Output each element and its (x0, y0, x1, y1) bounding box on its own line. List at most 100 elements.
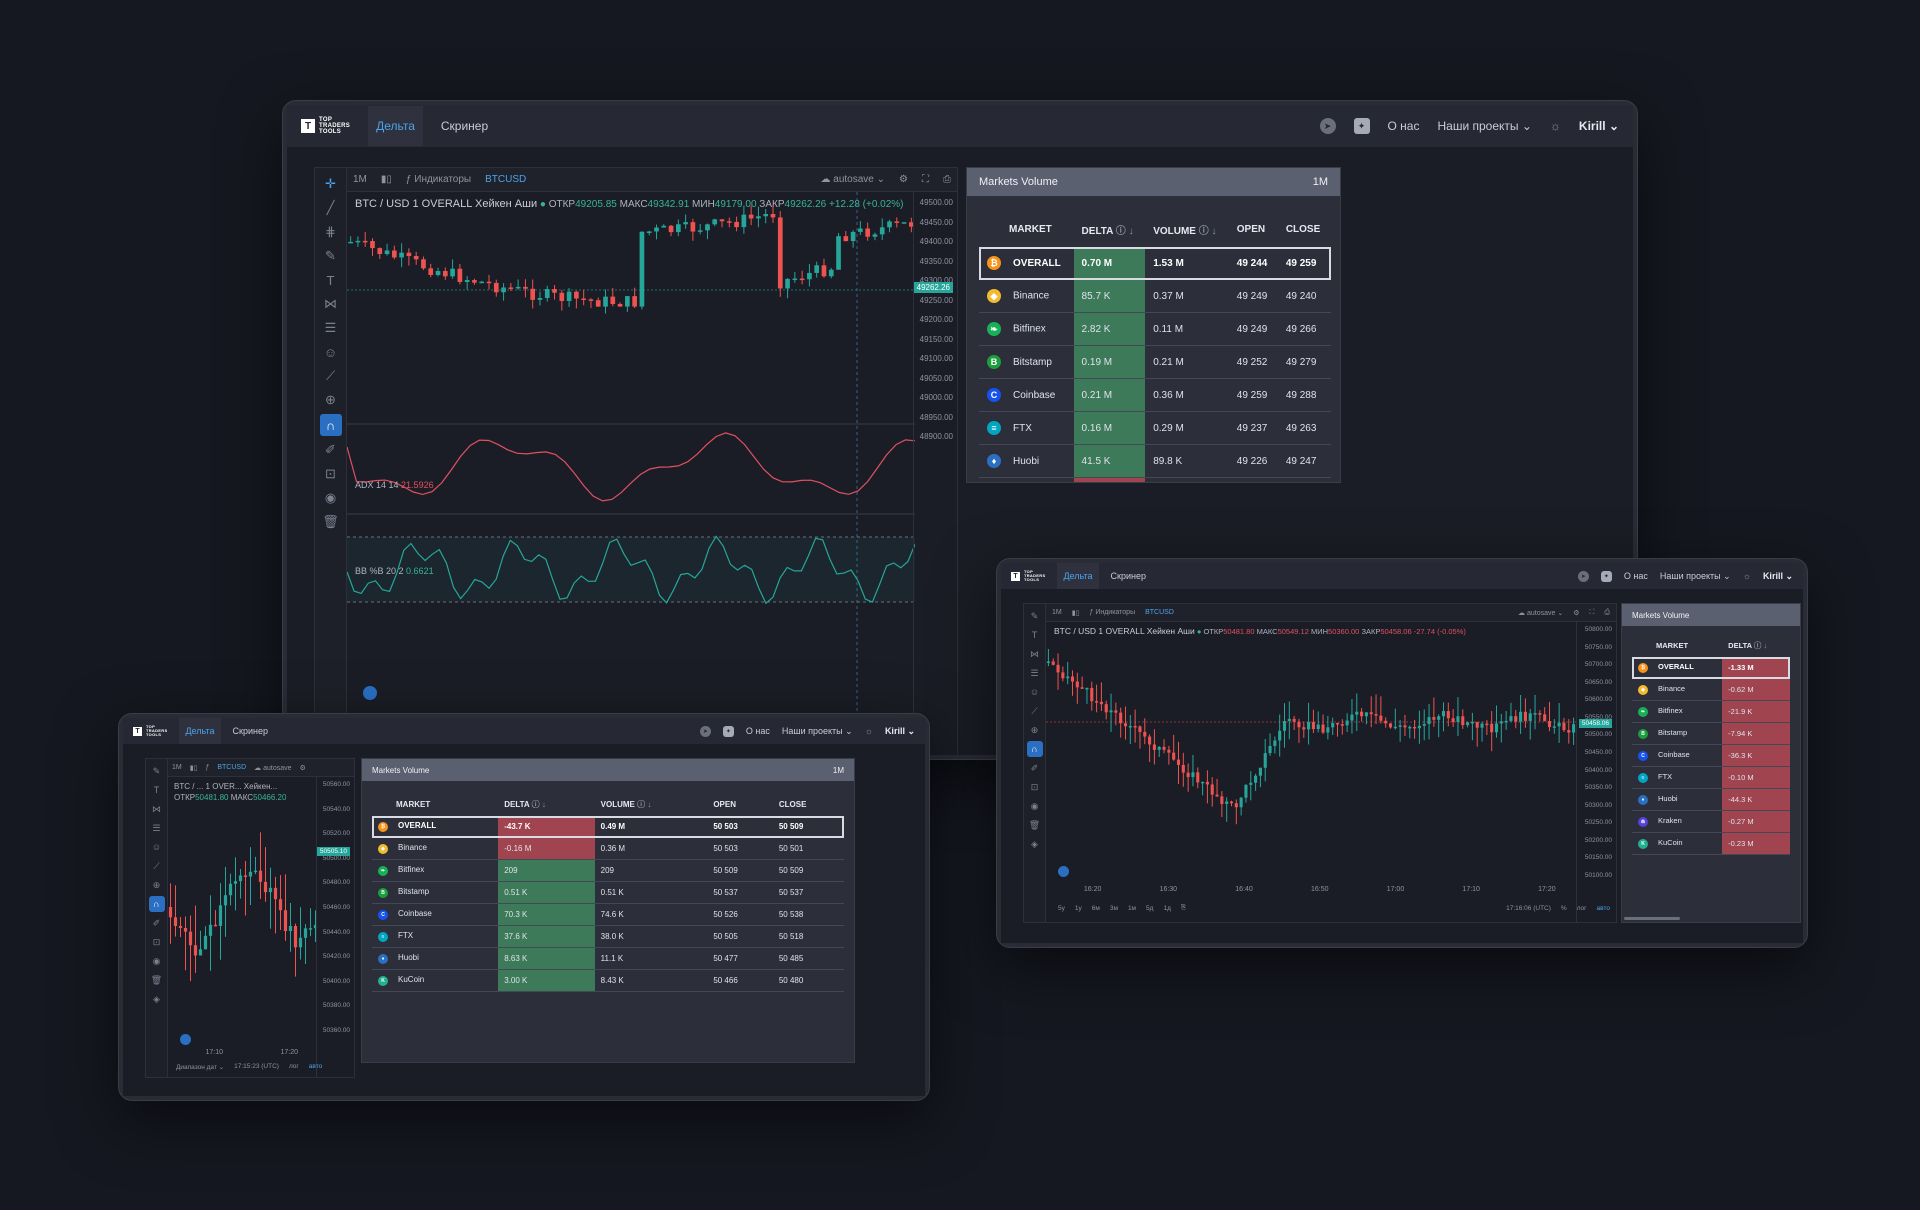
table-row[interactable]: C Coinbase -36.3 K (1632, 744, 1790, 767)
projects-menu[interactable]: Наши проекты ⌄ (1437, 119, 1532, 133)
tab-delta[interactable]: Дельта (1057, 563, 1099, 589)
projects-menu[interactable]: Наши проекты ⌄ (781, 725, 853, 736)
autosave-button[interactable]: ☁ autosave (254, 764, 292, 772)
twitter-icon[interactable]: ✦ (722, 725, 734, 737)
sort-icon[interactable]: ⓘ ↓ (1113, 226, 1134, 237)
eye-icon[interactable]: ◉ (324, 490, 337, 505)
logo[interactable]: T TOP TRADERS TOOLS (301, 117, 350, 135)
user-menu[interactable]: Kirill ⌄ (1578, 119, 1619, 133)
camera-icon[interactable]: ⎙ (943, 174, 951, 185)
symbol-selector[interactable]: BTCUSD (1145, 609, 1174, 616)
range-button[interactable]: 3м (1109, 904, 1118, 912)
table-row[interactable]: ♦ Huobi -44.3 K (1632, 788, 1790, 811)
brush-icon[interactable]: ✎ (325, 248, 336, 263)
table-row[interactable]: ⋒Kraken-2.15 K2.58 K49 25049 272 (979, 477, 1331, 482)
candle-type-icon[interactable]: ▮▯ (380, 174, 392, 185)
sort-icon[interactable]: ⓘ ↓ (634, 800, 652, 809)
table-row[interactable]: ≡ FTX -0.10 M (1632, 766, 1790, 789)
table-row[interactable]: C Coinbase 70.3 K 74.6 K 50 526 50 538 (372, 903, 844, 926)
column-header[interactable]: CLOSE (778, 800, 807, 809)
table-row[interactable]: ♦ Huobi 8.63 K 11.1 K 50 477 50 485 (372, 947, 844, 970)
table-row[interactable]: ◆ Binance -0.62 M (1632, 678, 1790, 701)
interval-selector[interactable]: 1M (353, 174, 367, 185)
candlestick-chart[interactable] (168, 777, 318, 1047)
candle-type-icon[interactable]: ▮▯ (1071, 609, 1080, 617)
candle-type-icon[interactable]: ▮▯ (189, 764, 198, 772)
column-header[interactable]: MARKET (1656, 641, 1689, 650)
auto-toggle[interactable]: авто (1596, 904, 1610, 912)
time-scale[interactable]: 17:10 17:20 (168, 1049, 316, 1061)
eye-icon[interactable]: ◉ (1030, 800, 1039, 811)
emoji-icon[interactable]: ☺ (151, 842, 162, 852)
column-header[interactable]: VOLUME ⓘ ↓ (1153, 226, 1217, 237)
log-toggle[interactable]: лог (288, 1063, 299, 1070)
goto-date-icon[interactable]: ⎘ (1180, 904, 1187, 911)
lock-drawing-icon[interactable]: ✐ (152, 917, 161, 928)
markets-interval[interactable]: 1M (832, 765, 844, 775)
twitter-icon[interactable]: ✦ (1353, 118, 1370, 134)
column-header[interactable]: OPEN (1236, 224, 1266, 235)
forecast-icon[interactable]: ☰ (152, 822, 161, 833)
settings-icon[interactable]: ⚙ (1573, 609, 1580, 617)
candlestick-chart[interactable] (1046, 622, 1576, 884)
ruler-icon[interactable]: ⟋ (153, 860, 160, 871)
tab-delta[interactable]: Дельта (368, 106, 423, 146)
symbol-selector[interactable]: BTCUSD (217, 764, 247, 771)
projects-menu[interactable]: Наши проекты ⌄ (1659, 570, 1731, 581)
logo[interactable]: T TOP TRADERS TOOLS (1011, 570, 1045, 582)
magnet-icon[interactable]: ∩ (148, 896, 165, 912)
forecast-icon[interactable]: ☰ (1030, 667, 1039, 678)
table-row[interactable]: ❧ Bitfinex 209 209 50 509 50 509 (372, 859, 844, 882)
about-link[interactable]: О нас (1623, 571, 1648, 581)
table-row[interactable]: K KuCoin -0.23 M (1632, 832, 1790, 855)
tab-delta[interactable]: Дельта (179, 718, 221, 744)
table-row[interactable]: ❧ Bitfinex 2.82 K 0.11 M 49 249 49 266 (979, 312, 1331, 346)
table-row[interactable]: ₿ OVERALL 0.70 M 1.53 M 49 244 49 259 (979, 247, 1331, 280)
text-icon[interactable]: T (153, 785, 160, 795)
table-row[interactable]: B Bitstamp -7.94 K (1632, 722, 1790, 745)
fib-icon[interactable]: ⋕ (325, 224, 336, 239)
sort-icon[interactable]: ⓘ ↓ (1195, 226, 1217, 237)
date-range-button[interactable]: Диапазон дат ⌄ (176, 1064, 225, 1071)
tab-screener[interactable]: Скринер (1110, 571, 1146, 581)
lock-icon[interactable]: ⊡ (1030, 781, 1039, 792)
telegram-icon[interactable]: ➤ (1577, 570, 1589, 582)
autosave-button[interactable]: ☁ autosave ⌄ (1518, 609, 1564, 617)
forecast-icon[interactable]: ☰ (324, 320, 337, 335)
interval-selector[interactable]: 1M (1052, 609, 1062, 616)
magnet-icon[interactable]: ∩ (319, 414, 342, 436)
column-header[interactable]: DELTA ⓘ ↓ (1081, 226, 1134, 237)
settings-icon[interactable]: ⚙ (299, 764, 306, 772)
table-row[interactable]: ⋒ Kraken -0.27 M (1632, 810, 1790, 833)
table-row[interactable]: ₿ OVERALL -1.33 M (1632, 657, 1790, 679)
logo[interactable]: T TOP TRADERS TOOLS (133, 725, 167, 737)
theme-toggle-icon[interactable]: ☼ (1742, 571, 1751, 581)
table-row[interactable]: K KuCoin 3.00 K 8.43 K 50 466 50 480 (372, 969, 844, 992)
lock-icon[interactable]: ⊡ (152, 936, 161, 947)
emoji-icon[interactable]: ☺ (323, 344, 338, 360)
indicators-icon[interactable]: ƒ (205, 764, 210, 771)
indicators-button[interactable]: ƒ Индикаторы (1089, 609, 1136, 616)
column-header[interactable]: OPEN (713, 800, 736, 809)
pattern-icon[interactable]: ⋈ (324, 296, 337, 311)
range-button[interactable]: 5д (1146, 904, 1154, 912)
time-scale[interactable]: 16:20 16:30 16:40 16:50 17:00 17:10 17:20 (1046, 886, 1576, 898)
tab-screener[interactable]: Скринер (232, 726, 268, 736)
range-button[interactable]: 1м (1127, 904, 1137, 912)
range-button[interactable]: 1д (1163, 904, 1171, 912)
table-row[interactable]: B Bitstamp 0.19 M 0.21 M 49 252 49 279 (979, 345, 1331, 379)
camera-icon[interactable]: ⎙ (1604, 608, 1610, 616)
column-header[interactable]: MARKET (396, 800, 431, 809)
log-toggle[interactable]: лог (1576, 904, 1587, 912)
crosshair-icon[interactable]: ✛ (325, 176, 336, 191)
theme-toggle-icon[interactable]: ☼ (864, 726, 873, 736)
zoom-in-icon[interactable]: ⊕ (325, 392, 336, 407)
table-row[interactable]: C Coinbase 0.21 M 0.36 M 49 259 49 288 (979, 378, 1331, 412)
table-row[interactable]: ≡ FTX 37.6 K 38.0 K 50 505 50 518 (372, 925, 844, 948)
text-icon[interactable]: T (1031, 630, 1038, 640)
trash-icon[interactable]: 🗑 (150, 974, 163, 985)
price-scale[interactable]: 50560.00 50540.00 50520.00 50500.00 50480.00… (316, 777, 354, 1077)
fullscreen-icon[interactable]: ⛶ (922, 174, 929, 185)
layers-icon[interactable]: ◈ (153, 993, 160, 1004)
autosave-button[interactable]: ☁ autosave ⌄ (820, 174, 886, 185)
